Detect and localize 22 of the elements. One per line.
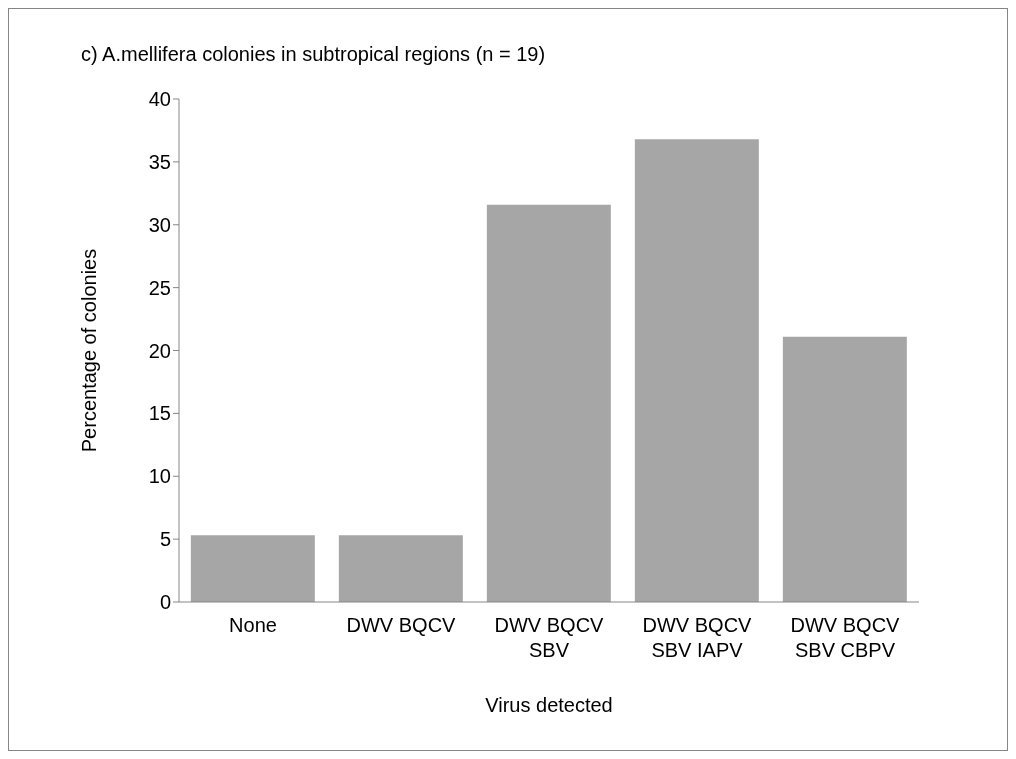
bar xyxy=(634,139,759,602)
y-tick-label: 0 xyxy=(159,591,171,614)
y-tick-label: 15 xyxy=(148,402,171,425)
x-tick-label: DWV BQCV xyxy=(346,614,457,636)
y-tick-label: 40 xyxy=(148,88,171,111)
y-tick-label: 20 xyxy=(148,339,171,362)
x-tick-label: DWV BQCV SBV xyxy=(494,614,605,661)
y-tick-label: 5 xyxy=(159,528,171,551)
bar xyxy=(338,535,463,602)
y-tick-label: 25 xyxy=(148,276,171,299)
y-tick-label: 30 xyxy=(148,213,171,236)
bar xyxy=(190,535,315,602)
x-axis-title: Virus detected xyxy=(485,694,613,716)
bar xyxy=(782,336,907,602)
x-tick-label: DWV BQCV SBV CBPV xyxy=(790,614,901,661)
x-tick-label: DWV BQCV SBV IAPV xyxy=(642,614,753,661)
chart-title: c) A.mellifera colonies in subtropical regions (n = 19) xyxy=(81,43,546,66)
y-axis-title: Percentage of colonies xyxy=(78,248,101,453)
bar xyxy=(486,204,611,602)
y-tick-label: 10 xyxy=(148,465,171,488)
x-tick-label: None xyxy=(229,614,277,636)
y-tick-label: 35 xyxy=(148,150,171,173)
